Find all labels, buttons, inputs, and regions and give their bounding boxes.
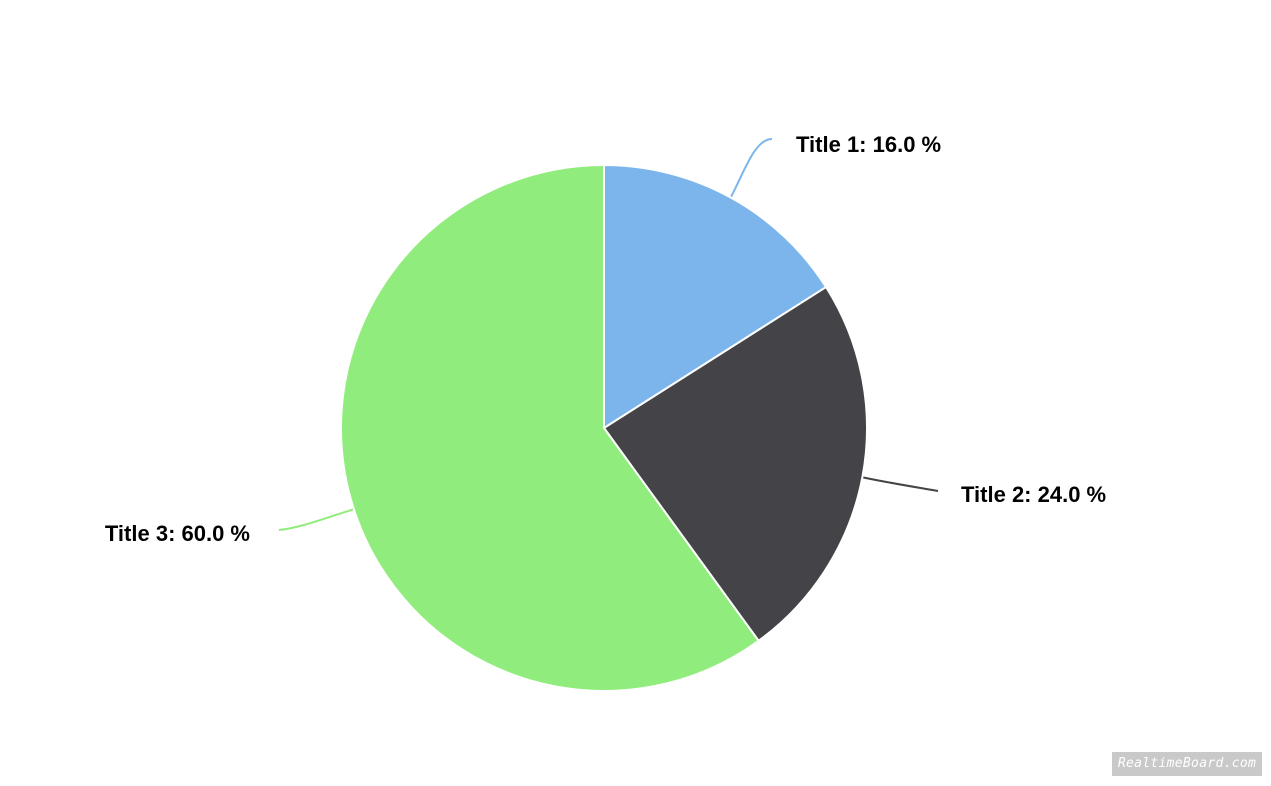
pie-slice-3[interactable]: [340, 164, 760, 692]
label-connector-2: [863, 476, 939, 492]
label-connector-1: [730, 138, 773, 198]
pie-slice-1[interactable]: [603, 164, 828, 429]
label-connector-3: [278, 508, 354, 531]
label-connectors: [278, 138, 939, 531]
slice-labels: Title 1: 16.0 % Title 2: 24.0 % Title 3: 6…: [105, 132, 1106, 546]
slice-label-2: Title 2: 24.0 %: [961, 482, 1106, 507]
pie-slice-2[interactable]: [603, 286, 868, 642]
pie-slices: [340, 164, 868, 692]
slice-label-3: Title 3: 60.0 %: [105, 521, 250, 546]
watermark-logo[interactable]: RealtimeBoard.com: [1112, 752, 1262, 776]
slice-label-1: Title 1: 16.0 %: [796, 132, 941, 157]
